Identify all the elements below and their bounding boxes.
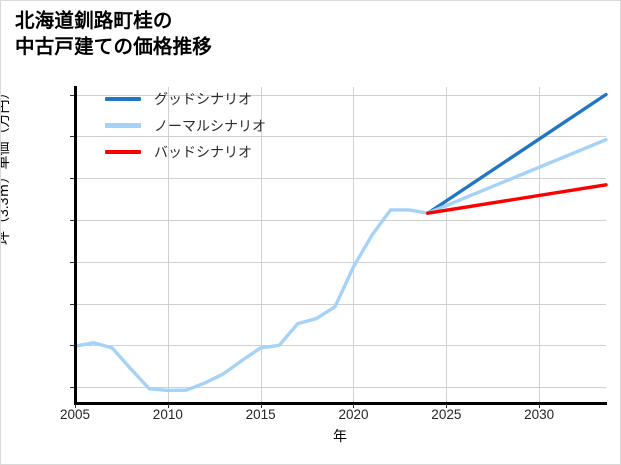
legend-label: バッドシナリオ: [154, 144, 252, 160]
series-line: [426, 92, 608, 215]
legend-color-swatch: [105, 149, 141, 155]
gridline-horizontal: [75, 94, 606, 96]
y-tick-mark: [70, 387, 74, 389]
legend-label: ノーマルシナリオ: [154, 117, 266, 134]
series-line: [426, 137, 608, 215]
x-axis-line: [74, 402, 607, 405]
chart-legend: グッドシナリオ ノーマルシナリオ バッドシナリオ: [105, 90, 266, 161]
y-tick-mark: [70, 345, 74, 347]
x-tick-mark: [260, 404, 262, 408]
x-tick-label: 2020: [338, 407, 369, 422]
series-line: [73, 208, 430, 393]
x-tick-label: 2030: [524, 407, 555, 422]
gridline-vertical: [353, 87, 355, 403]
y-tick-mark: [70, 261, 74, 263]
series-line: [426, 183, 608, 215]
series-lines: [73, 92, 608, 393]
legend-item[interactable]: グッドシナリオ: [105, 90, 266, 108]
gridline-horizontal: [75, 387, 606, 389]
legend-item[interactable]: バッドシナリオ: [105, 143, 266, 161]
x-tick-label: 2015: [245, 407, 276, 422]
y-tick-mark: [70, 303, 74, 305]
legend-label: グッドシナリオ: [154, 91, 252, 107]
y-tick-mark: [70, 136, 74, 138]
gridline-horizontal: [75, 219, 606, 221]
y-axis-line: [74, 86, 77, 404]
plot-background: [75, 87, 606, 403]
gridline-horizontal: [75, 345, 606, 347]
gridline-horizontal: [75, 178, 606, 180]
x-tick-mark: [539, 404, 541, 408]
x-tick-mark: [167, 404, 169, 408]
x-tick-label: 2005: [59, 407, 91, 422]
gridline-vertical: [539, 87, 541, 403]
gridline-vertical: [446, 87, 448, 403]
legend-color-swatch: [105, 123, 141, 128]
y-tick-mark: [70, 178, 74, 180]
plot-area: [73, 87, 608, 403]
x-tick-label: 2025: [431, 407, 462, 422]
chart-title: 北海道釧路町桂の 中古戸建ての価格推移: [15, 10, 213, 58]
x-tick-label: 2010: [152, 407, 183, 422]
gridline-horizontal: [75, 303, 606, 305]
y-axis-label: 坪（3.3㎡）単価（万円）: [0, 85, 11, 245]
legend-color-swatch: [105, 96, 141, 102]
gridline-vertical: [167, 87, 169, 403]
x-axis-label: 年: [333, 428, 347, 444]
gridline-horizontal: [75, 136, 606, 138]
y-tick-mark: [70, 219, 74, 221]
y-tick-mark: [70, 94, 74, 96]
x-tick-mark: [353, 404, 355, 408]
gridline-horizontal: [75, 261, 606, 263]
gridline-vertical: [260, 87, 262, 403]
x-tick-mark: [446, 404, 448, 408]
legend-item[interactable]: ノーマルシナリオ: [105, 117, 266, 135]
x-tick-mark: [75, 404, 76, 408]
